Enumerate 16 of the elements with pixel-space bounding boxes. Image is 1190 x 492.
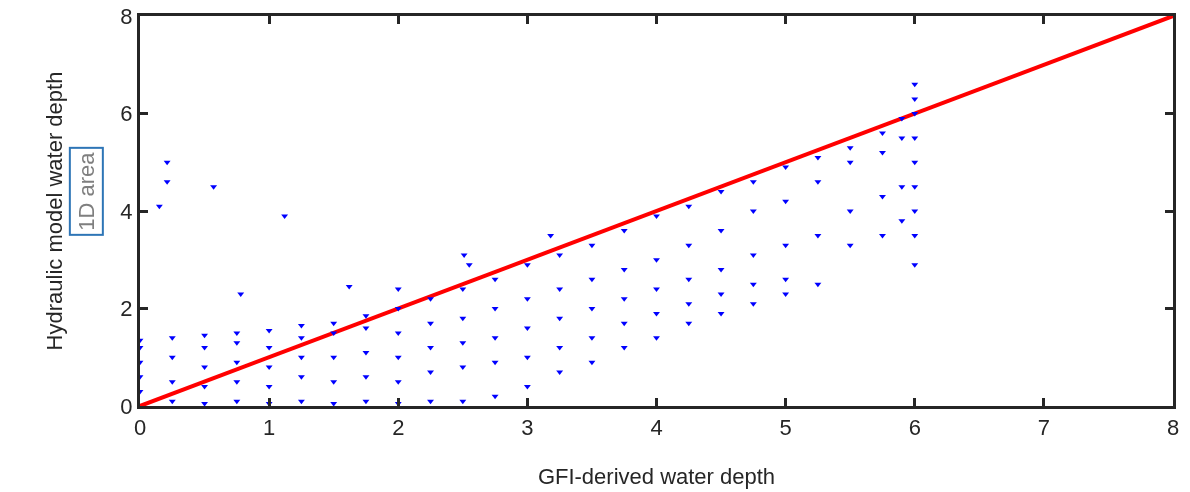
y-tick-label: 8 xyxy=(120,3,133,29)
y-tick-label: 0 xyxy=(120,393,133,419)
x-tick-label: 4 xyxy=(650,415,663,441)
y-tick-label: 6 xyxy=(120,101,133,127)
x-axis-title: GFI-derived water depth xyxy=(537,464,776,489)
y-tick-label: 4 xyxy=(120,198,133,224)
x-tick-label: 6 xyxy=(908,415,921,441)
y-tick-label: 2 xyxy=(120,296,133,322)
x-tick-label: 2 xyxy=(392,415,405,441)
x-tick-label: 1 xyxy=(263,415,276,441)
x-tick-label: 5 xyxy=(779,415,792,441)
y-axis-title: Hydraulic model water depth xyxy=(42,71,68,351)
x-tick-label: 3 xyxy=(521,415,534,441)
x-tick-label: 8 xyxy=(1166,415,1180,441)
x-tick-label: 7 xyxy=(1037,415,1051,441)
text: 1D area xyxy=(73,151,99,231)
